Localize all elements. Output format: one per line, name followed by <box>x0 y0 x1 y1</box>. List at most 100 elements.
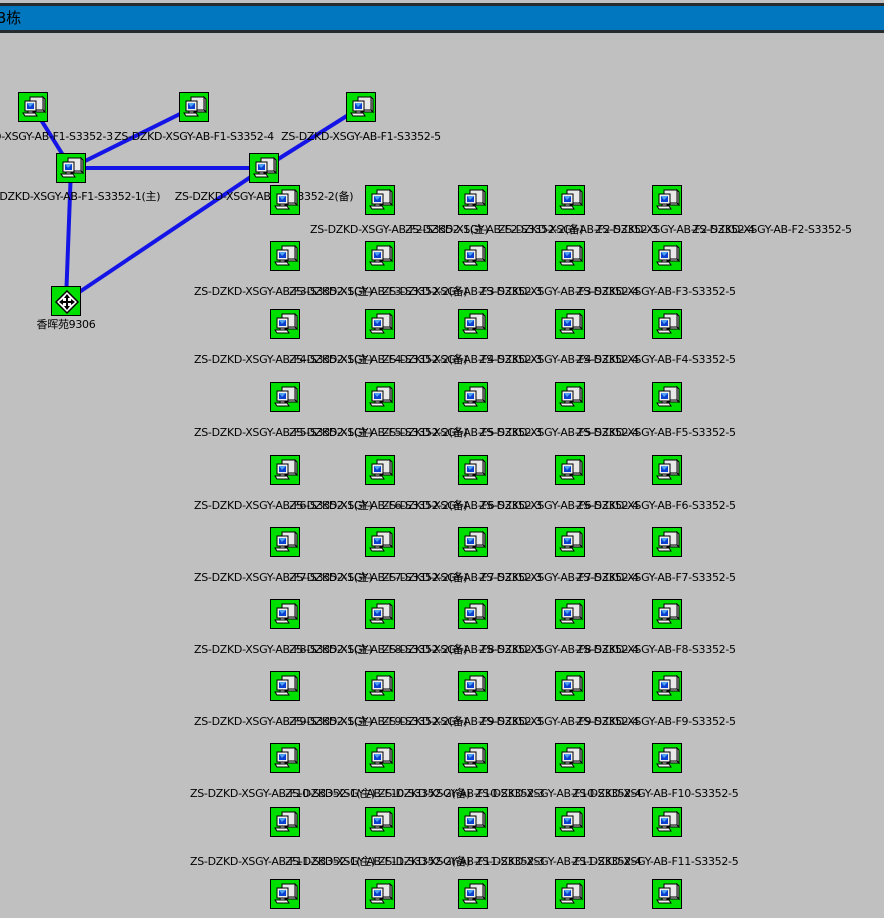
workstation-icon <box>365 309 395 339</box>
switch-node-F12-4[interactable] <box>555 879 585 909</box>
switch-node-F5-3[interactable] <box>458 382 488 412</box>
workstation-icon <box>365 455 395 485</box>
switch-node-F11-5[interactable] <box>652 807 682 837</box>
switch-node-F6-4[interactable] <box>555 455 585 485</box>
workstation-icon <box>365 382 395 412</box>
switch-node-F6-1[interactable] <box>270 455 300 485</box>
switch-node-F11-3[interactable] <box>458 807 488 837</box>
switch-label-F2-2: ZS-DZKD-XSGY-AB-F2-S3352-2(备) <box>405 223 584 236</box>
workstation-icon <box>270 455 300 485</box>
switch-node-F5-1[interactable] <box>270 382 300 412</box>
switch-node-F9-1[interactable] <box>270 671 300 701</box>
workstation-icon <box>458 241 488 271</box>
router-node-router[interactable] <box>51 286 81 316</box>
switch-label-F2-5: ZS-DZKD-XSGY-AB-F2-S3352-5 <box>692 223 852 236</box>
workstation-icon <box>555 671 585 701</box>
switch-node-F1-5[interactable] <box>346 92 376 122</box>
switch-node-F7-2[interactable] <box>365 527 395 557</box>
switch-node-F9-2[interactable] <box>365 671 395 701</box>
switch-node-F12-5[interactable] <box>652 879 682 909</box>
switch-node-F4-1[interactable] <box>270 309 300 339</box>
switch-node-F8-3[interactable] <box>458 599 488 629</box>
link-layer <box>31 105 363 303</box>
workstation-icon <box>365 185 395 215</box>
workstation-icon <box>652 671 682 701</box>
workstation-icon <box>652 807 682 837</box>
switch-node-F11-4[interactable] <box>555 807 585 837</box>
switch-node-F2-4[interactable] <box>555 185 585 215</box>
switch-node-F7-4[interactable] <box>555 527 585 557</box>
switch-node-F8-2[interactable] <box>365 599 395 629</box>
switch-label-F1-2: ZS-DZKD-XSGY-AB-F1-S3352-2(备) <box>174 190 354 203</box>
switch-node-F7-5[interactable] <box>652 527 682 557</box>
switch-node-F4-4[interactable] <box>555 309 585 339</box>
workstation-icon <box>270 382 300 412</box>
switch-node-F10-4[interactable] <box>555 743 585 773</box>
switch-node-F9-5[interactable] <box>652 671 682 701</box>
switch-node-F5-2[interactable] <box>365 382 395 412</box>
switch-node-F10-5[interactable] <box>652 743 682 773</box>
workstation-icon <box>458 879 488 909</box>
workstation-icon <box>555 807 585 837</box>
workstation-icon <box>555 185 585 215</box>
switch-node-F6-2[interactable] <box>365 455 395 485</box>
switch-node-F8-5[interactable] <box>652 599 682 629</box>
switch-node-F8-4[interactable] <box>555 599 585 629</box>
switch-node-F3-5[interactable] <box>652 241 682 271</box>
switch-node-F3-2[interactable] <box>365 241 395 271</box>
workstation-icon <box>652 241 682 271</box>
switch-node-F12-2[interactable] <box>365 879 395 909</box>
switch-node-F5-5[interactable] <box>652 382 682 412</box>
switch-node-F9-3[interactable] <box>458 671 488 701</box>
workstation-icon <box>652 309 682 339</box>
switch-node-F8-1[interactable] <box>270 599 300 629</box>
workstation-icon <box>365 879 395 909</box>
switch-node-F9-4[interactable] <box>555 671 585 701</box>
workstation-icon <box>555 879 585 909</box>
workstation-icon <box>555 599 585 629</box>
switch-node-F2-2[interactable] <box>365 185 395 215</box>
switch-node-F3-3[interactable] <box>458 241 488 271</box>
workstation-icon <box>365 599 395 629</box>
switch-node-F6-5[interactable] <box>652 455 682 485</box>
switch-label-F6-4: ZS-DZKD-XSGY-AB-F6-S3352-4 <box>479 499 639 512</box>
switch-node-F1-1[interactable] <box>56 153 86 183</box>
switch-label-F7-1: ZS-DZKD-XSGY-AB-F7-S3352-1(主) <box>194 571 373 584</box>
switch-node-F12-3[interactable] <box>458 879 488 909</box>
switch-node-F3-4[interactable] <box>555 241 585 271</box>
switch-label-F11-1: ZS-DZKD-XSGY-AB-F11-S3352-1(主) <box>190 855 376 868</box>
switch-node-F7-3[interactable] <box>458 527 488 557</box>
switch-node-F2-5[interactable] <box>652 185 682 215</box>
switch-node-F2-1[interactable] <box>270 185 300 215</box>
switch-label-F8-4: ZS-DZKD-XSGY-AB-F8-S3352-4 <box>479 643 639 656</box>
switch-node-F6-3[interactable] <box>458 455 488 485</box>
switch-label-F4-2: ZS-DZKD-XSGY-AB-F4-S3352-2(备) <box>289 353 468 366</box>
topology-canvas[interactable]: 香晖苑9306ZS-DZKD-XSGY-AB-F1-S3352-3ZS-DZKD… <box>0 36 884 918</box>
switch-node-F11-1[interactable] <box>270 807 300 837</box>
switch-node-F2-3[interactable] <box>458 185 488 215</box>
workstation-icon <box>652 185 682 215</box>
switch-node-F1-3[interactable] <box>18 92 48 122</box>
switch-node-F4-2[interactable] <box>365 309 395 339</box>
switch-label-F10-1: ZS-DZKD-XSGY-AB-F10-S3352-1(主) <box>190 787 376 800</box>
switch-node-F10-2[interactable] <box>365 743 395 773</box>
switch-label-F3-1: ZS-DZKD-XSGY-AB-F3-S3352-1(主) <box>194 285 373 298</box>
switch-node-F1-2[interactable] <box>249 153 279 183</box>
switch-node-F12-1[interactable] <box>270 879 300 909</box>
switch-label-F3-3: ZS-DZKD-XSGY-AB-F3-S3352-3 <box>382 285 542 298</box>
switch-node-F11-2[interactable] <box>365 807 395 837</box>
workstation-icon <box>270 807 300 837</box>
workstation-icon <box>458 185 488 215</box>
switch-node-F5-4[interactable] <box>555 382 585 412</box>
switch-node-F1-4[interactable] <box>179 92 209 122</box>
switch-node-F3-1[interactable] <box>270 241 300 271</box>
switch-node-F7-1[interactable] <box>270 527 300 557</box>
switch-label-F5-2: ZS-DZKD-XSGY-AB-F5-S3352-2(备) <box>289 426 468 439</box>
workstation-icon <box>270 185 300 215</box>
switch-node-F4-5[interactable] <box>652 309 682 339</box>
switch-label-F2-4: ZS-DZKD-XSGY-AB-F2-S3352-4 <box>595 223 755 236</box>
switch-label-F2-1: ZS-DZKD-XSGY-AB-F2-S3352-1(主) <box>310 223 489 236</box>
switch-node-F10-3[interactable] <box>458 743 488 773</box>
switch-node-F4-3[interactable] <box>458 309 488 339</box>
switch-node-F10-1[interactable] <box>270 743 300 773</box>
